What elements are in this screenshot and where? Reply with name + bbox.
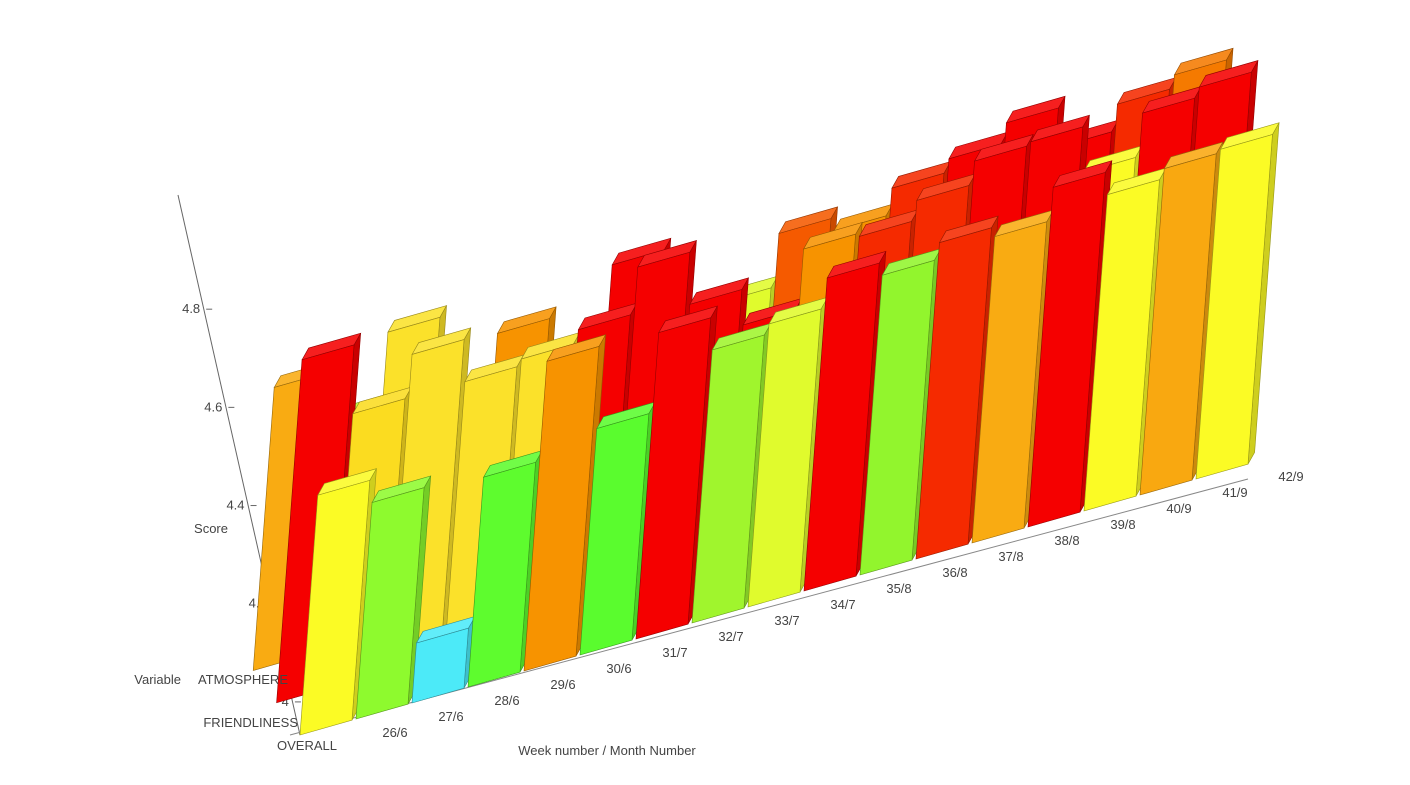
- y-tick-label: 4.4: [226, 498, 244, 513]
- bar-front-face: [579, 413, 650, 656]
- x-tick-label: 42/9: [1278, 469, 1303, 484]
- x-tick-label: 35/8: [886, 581, 911, 596]
- bar-front-face: [1195, 134, 1273, 480]
- y-axis-title: Score: [194, 521, 228, 536]
- x-tick-label: 32/7: [718, 629, 743, 644]
- x-tick-label: 28/6: [494, 693, 519, 708]
- z-tick-label: ATMOSPHERE: [198, 672, 288, 687]
- z-tick-label: OVERALL: [277, 738, 337, 753]
- bar-front-face: [803, 262, 880, 592]
- x-tick-label: 30/6: [606, 661, 631, 676]
- x-tick-label: 29/6: [550, 677, 575, 692]
- bar-front-face: [1083, 179, 1160, 512]
- x-tick-label: 36/8: [942, 565, 967, 580]
- x-tick-label: 37/8: [998, 549, 1023, 564]
- y-tick-label: 4.8: [182, 301, 200, 316]
- bar-overall-30-6: [523, 334, 607, 672]
- bar-front-face: [971, 221, 1048, 544]
- bar-front-face: [1027, 172, 1106, 528]
- x-tick-label: 41/9: [1222, 485, 1247, 500]
- bar-front-face: [467, 461, 536, 688]
- bar-front-face: [411, 627, 469, 704]
- z-axis-title: Variable: [134, 672, 181, 687]
- x-tick-label: 34/7: [830, 597, 855, 612]
- bar-front-face: [355, 487, 425, 720]
- x-tick-label: 38/8: [1054, 533, 1079, 548]
- y-tick-label: 4.6: [204, 399, 222, 414]
- bar-front-face: [691, 334, 765, 624]
- bar-front-face: [915, 227, 992, 560]
- bar-front-face: [1139, 153, 1217, 496]
- x-tick-label: 40/9: [1166, 501, 1191, 516]
- bar-overall-28-6: [411, 615, 476, 704]
- bar-overall-27-6: [355, 475, 432, 720]
- bar-front-face: [523, 346, 600, 672]
- bar-front-face: [747, 308, 822, 608]
- x-tick-label: 26/6: [382, 725, 407, 740]
- x-tick-label: 39/8: [1110, 517, 1135, 532]
- x-tick-label: 27/6: [438, 709, 463, 724]
- y-tick-label: 4: [282, 694, 289, 709]
- bar-front-face: [635, 317, 712, 640]
- x-axis-title: Week number / Month Number: [518, 743, 696, 758]
- bar-overall-42-9: [1195, 122, 1280, 480]
- bar-front-face: [859, 260, 935, 576]
- z-tick-label: FRIENDLINESS: [203, 715, 298, 730]
- x-tick-label: 31/7: [662, 645, 687, 660]
- x-tick-label: 33/7: [774, 613, 799, 628]
- bar-front-face: [299, 479, 371, 736]
